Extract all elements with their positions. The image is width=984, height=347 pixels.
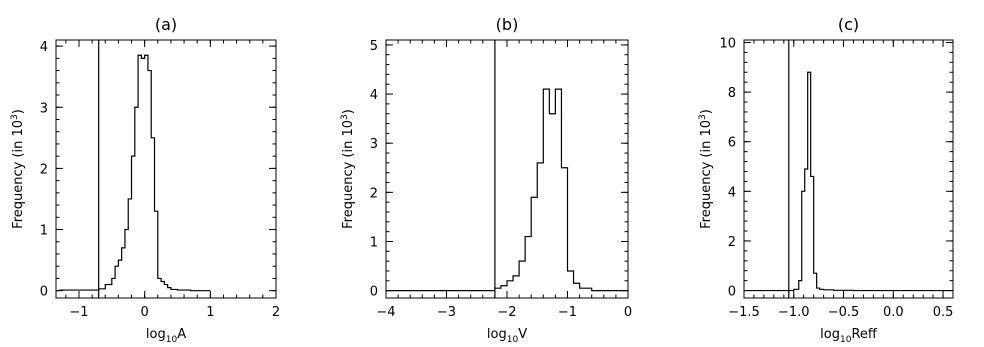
panel-b-ytick-label: 4 [370, 88, 378, 103]
panel-c-xtick-label: −1.5 [728, 305, 760, 320]
panel-c-xtick-label: 0.0 [883, 305, 904, 320]
panel-a-histogram-bin [155, 211, 158, 290]
panel-b-title: (b) [496, 15, 519, 34]
panel-b-histogram-bin [537, 163, 543, 291]
panel-c-ytick-label: 8 [728, 86, 736, 101]
panel-c-ytick-label: 2 [728, 235, 736, 250]
panel-b-ytick-label: 5 [370, 39, 378, 54]
panel-a-histogram-bin [158, 278, 161, 290]
panel-a-title: (a) [155, 15, 177, 34]
panel-a: (a) −1 0 1 2 0 1 2 3 4 log10A Frequency (in 103) [10, 15, 280, 345]
panel-c-xlabel: log10Reff [820, 327, 878, 345]
panel-c-title: (c) [838, 15, 859, 34]
panel-c-ytick-label: 4 [728, 185, 736, 200]
panel-a-histogram-bin [99, 289, 106, 291]
panel-b-histogram-bin [574, 283, 580, 290]
panel-b-xtick-label: −2 [497, 305, 516, 320]
panel-b-histogram-bin [507, 281, 513, 291]
panel-a-ytick-label: 4 [40, 40, 48, 55]
panel-b-histogram-bin [519, 261, 525, 290]
panel-b-histogram-bin [568, 271, 574, 291]
panel-c-histogram-series [744, 71, 953, 292]
panel-a-histogram-bin [151, 138, 154, 291]
panel-b-histogram-bin [555, 89, 561, 290]
panel-b-ylabel: Frequency (in 103) [340, 109, 356, 229]
panel-c: (c) −1.5 −1.0 −0.5 0.0 0.5 0 2 4 6 8 10 log10Reff Fre… [698, 15, 954, 345]
panel-a-histogram-bin [164, 285, 167, 291]
panel-c-histogram-bin [824, 290, 834, 291]
panel-b-histogram-bin [513, 276, 519, 291]
panel-a-xtick-label: 1 [206, 305, 214, 320]
panel-a-histogram-series [59, 54, 211, 292]
panel-a-ytick-label: 1 [40, 224, 48, 239]
panel-b-xlabel: log10V [487, 327, 527, 345]
panel-a-ytick-label: 0 [40, 285, 48, 300]
panel-c-histogram-bin [817, 288, 820, 290]
panel-b-ytick-label: 3 [370, 137, 378, 152]
panel-b-ytick-label: 2 [370, 186, 378, 201]
panel-c-xtick-label: −0.5 [828, 305, 860, 320]
panel-b-histogram-bin [561, 168, 567, 291]
panel-c-ytick-label: 6 [728, 136, 736, 151]
panel-c-ytick-label: 0 [728, 285, 736, 300]
panel-a-xtick-label: 2 [272, 305, 280, 320]
panel-b: (b) −4 −3 −2 −1 0 0 1 2 3 4 5 log10V Frequency (in 10… [340, 15, 632, 345]
panel-c-histogram-bin [811, 176, 814, 290]
panel-a-histogram-bin [138, 55, 141, 290]
panel-b-histogram-bin [543, 89, 549, 290]
panel-a-ytick-label: 3 [40, 101, 48, 116]
panel-c-histogram-bin [794, 289, 799, 290]
panel-b-histogram-bin [495, 288, 501, 290]
panel-b-ytick-label: 1 [370, 235, 378, 250]
panel-b-xtick-label: 0 [624, 305, 632, 320]
panel-b-histogram-bin [549, 114, 555, 291]
panel-a-histogram-bin [125, 230, 128, 291]
panel-a-xtick-label: 0 [141, 305, 149, 320]
panel-b-axes-frame [385, 39, 629, 299]
panel-c-histogram-bin [808, 72, 811, 290]
panel-a-histogram-bin [177, 290, 190, 291]
panel-c-histogram-bin [820, 289, 824, 290]
panel-a-histogram-bin [132, 156, 135, 291]
panel-b-xtick-label: −1 [558, 305, 577, 320]
panel-b-histogram-bin [501, 286, 507, 291]
panel-a-histogram-bin [59, 290, 98, 291]
panel-a-xlabel: log10A [146, 327, 186, 345]
panel-b-ytick-label: 0 [370, 285, 378, 300]
panel-a-histogram-bin [168, 288, 171, 291]
panel-a-histogram-bin [115, 266, 118, 290]
panel-c-histogram-bin [799, 281, 802, 291]
panel-c-histogram-bin [802, 191, 805, 290]
panel-a-histogram-bin [128, 199, 131, 291]
panel-b-xtick-label: −4 [376, 305, 395, 320]
panel-a-histogram-bin [118, 260, 121, 291]
panel-b-xtick-label: −3 [437, 305, 456, 320]
panel-a-histogram-bin [145, 55, 148, 290]
panel-c-xtick-label: −1.0 [778, 305, 810, 320]
panel-c-histogram-bin [814, 273, 817, 290]
panel-a-histogram-bin [148, 71, 151, 291]
panel-c-axes-frame [743, 39, 954, 299]
panel-a-ylabel: Frequency (in 103) [10, 109, 26, 229]
panel-c-xtick-label: 0.5 [933, 305, 954, 320]
panel-a-histogram-bin [105, 285, 112, 291]
panel-a-axes-frame [55, 39, 277, 299]
panel-c-ylabel: Frequency (in 103) [698, 109, 714, 229]
panel-a-ytick-label: 2 [40, 162, 48, 177]
panel-c-ytick-label: 10 [719, 36, 736, 51]
panel-a-histogram-bin [171, 289, 178, 290]
panel-c-histogram-bin [805, 169, 808, 291]
panel-a-histogram-bin [141, 58, 144, 290]
panel-a-histogram-bin [122, 248, 125, 291]
panel-a-histogram-bin [112, 278, 115, 290]
panel-b-histogram-series [386, 88, 628, 292]
panel-b-histogram-bin [525, 237, 531, 291]
panel-a-histogram-bin [135, 107, 138, 290]
panel-b-histogram-bin [531, 197, 537, 290]
panel-b-histogram-bin [580, 288, 592, 290]
panel-a-xtick-label: −1 [69, 305, 88, 320]
panel-a-histogram-bin [161, 281, 164, 290]
